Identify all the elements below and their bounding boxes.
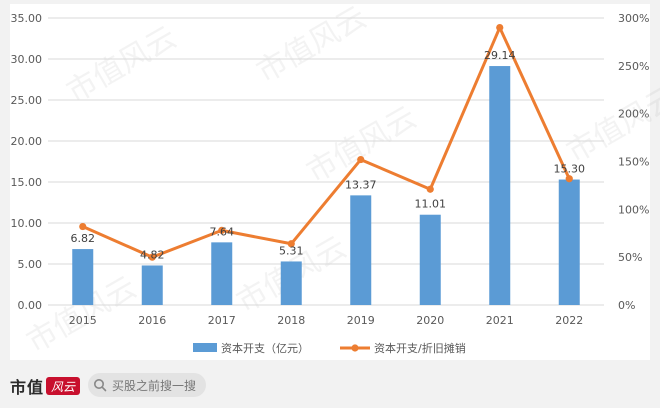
- line-point: [148, 253, 156, 261]
- y-left-tick-label: 5.00: [18, 258, 43, 271]
- bar-data-label: 15.30: [554, 163, 586, 176]
- brand-mark: 风云: [46, 377, 81, 395]
- bar: [72, 249, 94, 305]
- x-tick-label: 2015: [69, 314, 97, 327]
- search-icon: [88, 373, 112, 397]
- series-line: [82, 26, 571, 259]
- line-point: [357, 155, 365, 164]
- y-left-tick-label: 25.00: [11, 94, 43, 107]
- x-tick-label: 2022: [555, 314, 583, 327]
- legend-label-bar: 资本开支（亿元）: [221, 341, 309, 355]
- bar-data-label: 4.82: [140, 248, 165, 261]
- x-tick-label: 2020: [416, 314, 444, 327]
- legend-label-line: 资本开支/折旧摊销: [374, 341, 466, 355]
- bar: [419, 214, 441, 305]
- bar: [350, 195, 372, 305]
- y-right-tick-label: 200%: [618, 108, 649, 121]
- line-point: [426, 185, 434, 193]
- legend-swatch-bar: [193, 343, 217, 352]
- x-tick-label: 2021: [486, 314, 514, 327]
- y-right-tick-label: 250%: [618, 60, 649, 73]
- search-placeholder: 买股之前搜一搜: [112, 378, 197, 393]
- chart-svg: 0.00 5.00 10.00 15.00 20.00 25.00 30.00 35.00 0%…: [11, 12, 650, 355]
- bar-data-label: 11.01: [415, 198, 447, 211]
- bar-data-label: 5.31: [279, 244, 304, 257]
- bar: [211, 242, 233, 305]
- y-right-tick-label: 300%: [618, 12, 649, 25]
- y-left-tick-label: 0.00: [18, 299, 43, 312]
- y-left-tick-label: 15.00: [11, 176, 43, 189]
- bar: [489, 66, 511, 305]
- y-right-tick-label: 150%: [618, 156, 649, 169]
- search-box[interactable]: 买股之前搜一搜: [88, 373, 206, 397]
- y-left-tick-label: 30.00: [11, 53, 43, 66]
- y-right-tick-label: 100%: [618, 203, 649, 216]
- line-point: [496, 23, 504, 32]
- x-tick-label: 2016: [138, 314, 166, 327]
- bar: [280, 261, 302, 305]
- y-right-tick-label: 0%: [618, 299, 635, 312]
- x-tick-label: 2018: [277, 314, 305, 327]
- y-left-tick-label: 10.00: [11, 217, 43, 230]
- bar-data-label: 29.14: [484, 49, 516, 62]
- line-point: [79, 222, 87, 231]
- line-point: [565, 175, 573, 183]
- y-right-tick-label: 50%: [618, 251, 642, 264]
- bar: [141, 265, 163, 305]
- bar-data-label: 6.82: [71, 232, 96, 245]
- x-tick-label: 2019: [347, 314, 375, 327]
- y-left-tick-label: 35.00: [11, 12, 43, 25]
- brand-text: 市值: [10, 378, 45, 397]
- line-point: [287, 240, 295, 248]
- x-tick-label: 2017: [208, 314, 236, 327]
- bar-data-label: 7.64: [210, 225, 235, 238]
- brand-logo[interactable]: 市值 风云: [10, 374, 81, 398]
- footer-bar: 市值 风云 买股之前搜一搜: [0, 364, 660, 408]
- line-point: [218, 226, 226, 234]
- y-left-tick-label: 20.00: [11, 135, 43, 148]
- bar-data-label: 13.37: [345, 178, 377, 191]
- legend-swatch-point: [351, 344, 359, 352]
- bar: [558, 179, 580, 305]
